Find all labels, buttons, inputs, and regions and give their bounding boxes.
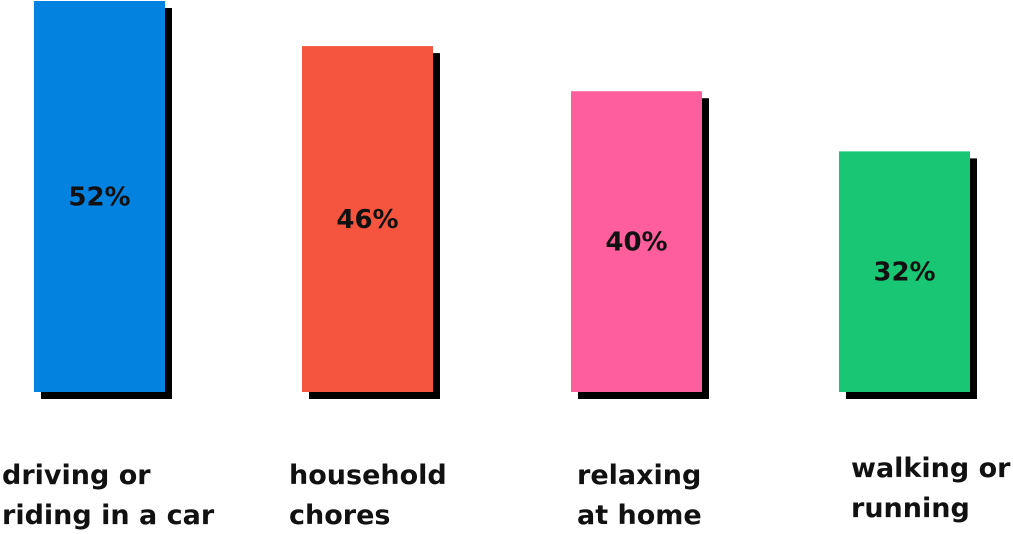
category-label: relaxing: [577, 460, 701, 491]
category-label: running: [851, 493, 970, 524]
bars-layer: 52% 46% 40% 32%: [34, 1, 977, 399]
bar: [839, 151, 970, 392]
category-label: driving or: [2, 460, 151, 491]
category-label: household: [289, 460, 447, 491]
category-label: chores: [289, 500, 390, 531]
bar-value-label: 40%: [605, 228, 667, 258]
category-labels-layer: driving or riding in a car household chores…: [2, 453, 1011, 531]
bar: [571, 91, 702, 392]
category-label: at home: [577, 500, 702, 531]
bar-value-label: 52%: [68, 183, 130, 213]
bar: [302, 46, 433, 392]
bar: [34, 1, 165, 392]
category-label: riding in a car: [2, 500, 215, 531]
category-label: walking or: [851, 453, 1011, 484]
bar-value-label: 32%: [873, 258, 935, 288]
bar-value-label: 46%: [336, 205, 398, 235]
